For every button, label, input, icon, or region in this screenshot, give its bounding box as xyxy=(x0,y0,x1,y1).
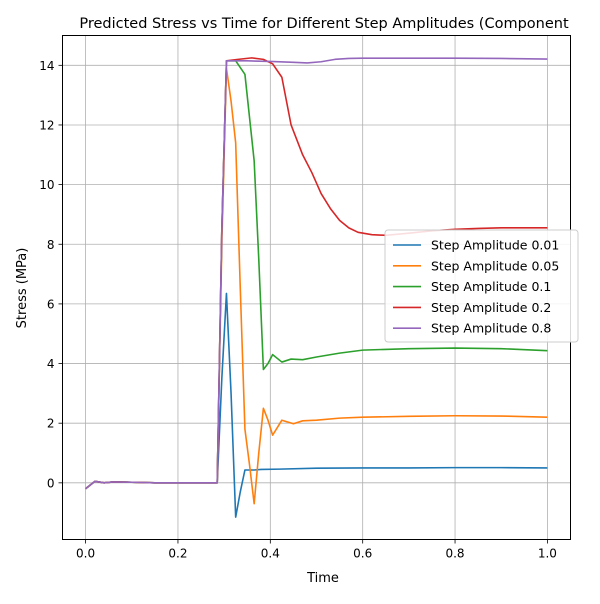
x-tick-label: 0.2 xyxy=(168,547,187,561)
series-layer xyxy=(85,57,548,518)
x-axis-label: Time xyxy=(306,571,339,586)
x-tick-label: 1.0 xyxy=(538,547,557,561)
x-tick-label: 0.4 xyxy=(261,547,280,561)
y-tick-label: 12 xyxy=(39,118,54,132)
y-tick-label: 2 xyxy=(47,417,55,431)
y-tick-label: 4 xyxy=(47,357,55,371)
y-tick-label: 0 xyxy=(47,476,55,490)
legend-label: Step Amplitude 0.2 xyxy=(431,300,551,315)
legend-label: Step Amplitude 0.8 xyxy=(431,321,551,336)
x-tick-label: 0.8 xyxy=(445,547,464,561)
y-tick-layer: 0 2 4 6 8 10 12 14 xyxy=(39,59,63,490)
legend-box xyxy=(384,229,579,343)
y-tick-label: 8 xyxy=(47,238,55,252)
legend-label: Step Amplitude 0.05 xyxy=(431,258,559,273)
chart-title: Predicted Stress vs Time for Different S… xyxy=(79,16,569,32)
y-tick-label: 10 xyxy=(39,178,54,192)
y-tick-label: 6 xyxy=(47,297,55,311)
x-tick-label: 0.6 xyxy=(353,547,372,561)
y-axis-label: Stress (MPa) xyxy=(15,248,30,329)
x-tick-label: 0.0 xyxy=(76,547,95,561)
series-line-5 xyxy=(85,57,548,490)
legend-label: Step Amplitude 0.1 xyxy=(431,279,551,294)
y-tick-label: 14 xyxy=(39,59,54,73)
legend: Step Amplitude 0.01 Step Amplitude 0.05 St… xyxy=(384,229,579,343)
legend-label: Step Amplitude 0.01 xyxy=(431,238,559,253)
x-tick-layer: 0.0 0.2 0.4 0.6 0.8 1.0 xyxy=(76,539,557,561)
